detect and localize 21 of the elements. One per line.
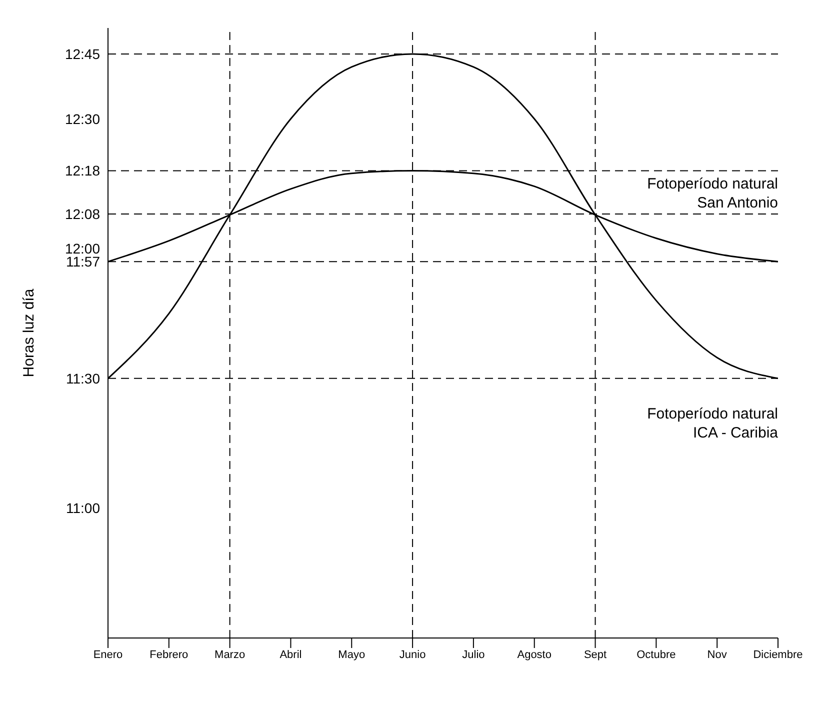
x-tick-label: Diciembre xyxy=(753,648,803,661)
x-tick-label: Agosto xyxy=(517,648,552,661)
y-tick-label: 11:00 xyxy=(66,500,100,516)
series-label: Fotoperíodo natural ICA - Caribia xyxy=(647,405,779,442)
x-tick-label: Abril xyxy=(280,648,302,661)
x-tick-label: Mayo xyxy=(338,648,366,661)
x-tick-label: Febrero xyxy=(150,648,188,661)
y-axis-title: Horas luz día xyxy=(20,288,38,378)
x-tick-label: Octubre xyxy=(636,648,676,661)
x-tick-label: Junio xyxy=(399,648,426,661)
y-tick-label: 11:30 xyxy=(66,370,100,386)
x-tick-label: Julio xyxy=(462,648,485,661)
y-tick-label: 12:18 xyxy=(64,162,100,179)
y-tick-label: 12:08 xyxy=(64,206,100,222)
x-tick-label: Enero xyxy=(93,648,123,661)
x-tick-label: Marzo xyxy=(214,648,246,661)
x-tick-label: Sept xyxy=(584,648,607,661)
y-tick-label: 12:30 xyxy=(64,110,100,127)
series-label: Fotoperíodo natural San Antonio xyxy=(647,176,778,212)
y-tick-label: 12:45 xyxy=(64,46,100,62)
x-tick-label: Nov xyxy=(707,648,728,661)
